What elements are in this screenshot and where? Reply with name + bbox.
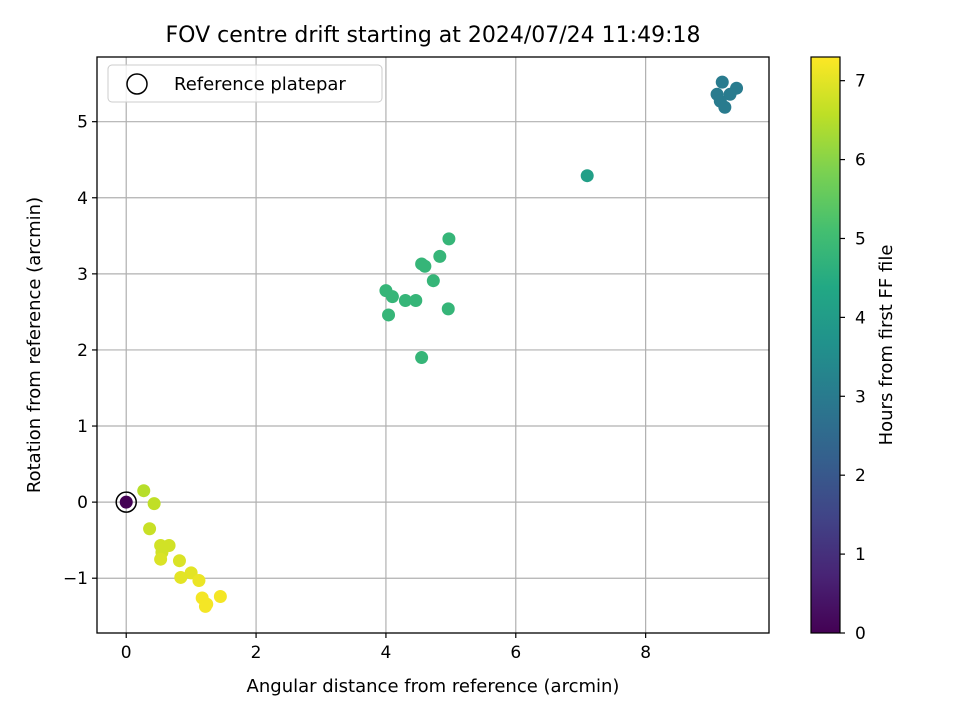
data-point [426, 274, 440, 288]
data-point [441, 302, 455, 316]
y-axis-label: Rotation from reference (arcmin) [24, 197, 45, 493]
x-tick-label: 6 [510, 643, 521, 663]
data-point [382, 308, 396, 322]
data-point [442, 232, 456, 246]
data-point [715, 75, 729, 89]
colorbar-tick-label: 5 [855, 229, 866, 249]
data-point [385, 290, 399, 304]
gridlines [97, 57, 769, 633]
x-tick-label: 2 [251, 643, 262, 663]
legend: Reference platepar [107, 64, 383, 103]
reference-marker [115, 491, 137, 513]
data-point [143, 522, 157, 536]
data-point [147, 497, 161, 511]
x-tick-label: 0 [121, 643, 132, 663]
data-point [198, 599, 212, 613]
colorbar-tick-label: 0 [855, 624, 866, 644]
colorbar-label: Hours from first FF file [876, 245, 897, 446]
chart-title: FOV centre drift starting at 2024/07/24 … [166, 23, 701, 48]
data-point [415, 351, 429, 365]
legend-box [107, 64, 383, 103]
data-point [137, 484, 151, 498]
data-points [115, 75, 744, 613]
plot-frame [96, 56, 770, 634]
colorbar-tick-label: 6 [855, 151, 866, 171]
y-tick-label: −1 [63, 569, 88, 589]
colorbar-gradient [810, 56, 841, 634]
reference-point [119, 495, 133, 509]
data-point [723, 87, 737, 101]
legend-marker [126, 73, 148, 95]
x-axis-label: Angular distance from reference (arcmin) [247, 676, 620, 697]
colorbar-tick-label: 1 [855, 545, 866, 565]
y-axis-ticks: −1 0 1 2 3 4 5 [63, 113, 97, 589]
x-tick-label: 4 [381, 643, 392, 663]
y-tick-label: 0 [77, 493, 88, 513]
y-tick-label: 2 [77, 341, 88, 361]
data-point [433, 249, 447, 263]
colorbar-tick-label: 3 [855, 387, 866, 407]
colorbar-tick-label: 2 [855, 466, 866, 486]
data-point [174, 570, 188, 584]
data-point [213, 589, 227, 603]
legend-label: Reference platepar [174, 74, 346, 95]
data-point [409, 293, 423, 307]
y-tick-label: 5 [77, 113, 88, 133]
data-point [718, 100, 732, 114]
colorbar-ticks: 0 1 2 3 4 5 6 7 [840, 72, 866, 644]
y-tick-label: 3 [77, 265, 88, 285]
y-tick-label: 4 [77, 189, 88, 209]
data-point [398, 293, 412, 307]
colorbar: 0 1 2 3 4 5 6 7 Hours from first FF file [810, 56, 897, 644]
data-point [418, 259, 432, 273]
colorbar-tick-label: 4 [855, 308, 866, 328]
data-point [154, 552, 168, 566]
data-point [172, 554, 186, 568]
data-point [192, 573, 206, 587]
y-tick-label: 1 [77, 417, 88, 437]
x-tick-label: 8 [640, 643, 651, 663]
colorbar-tick-label: 7 [855, 72, 866, 92]
x-axis-ticks: 0 2 4 6 8 [121, 633, 651, 663]
data-point [580, 169, 594, 183]
